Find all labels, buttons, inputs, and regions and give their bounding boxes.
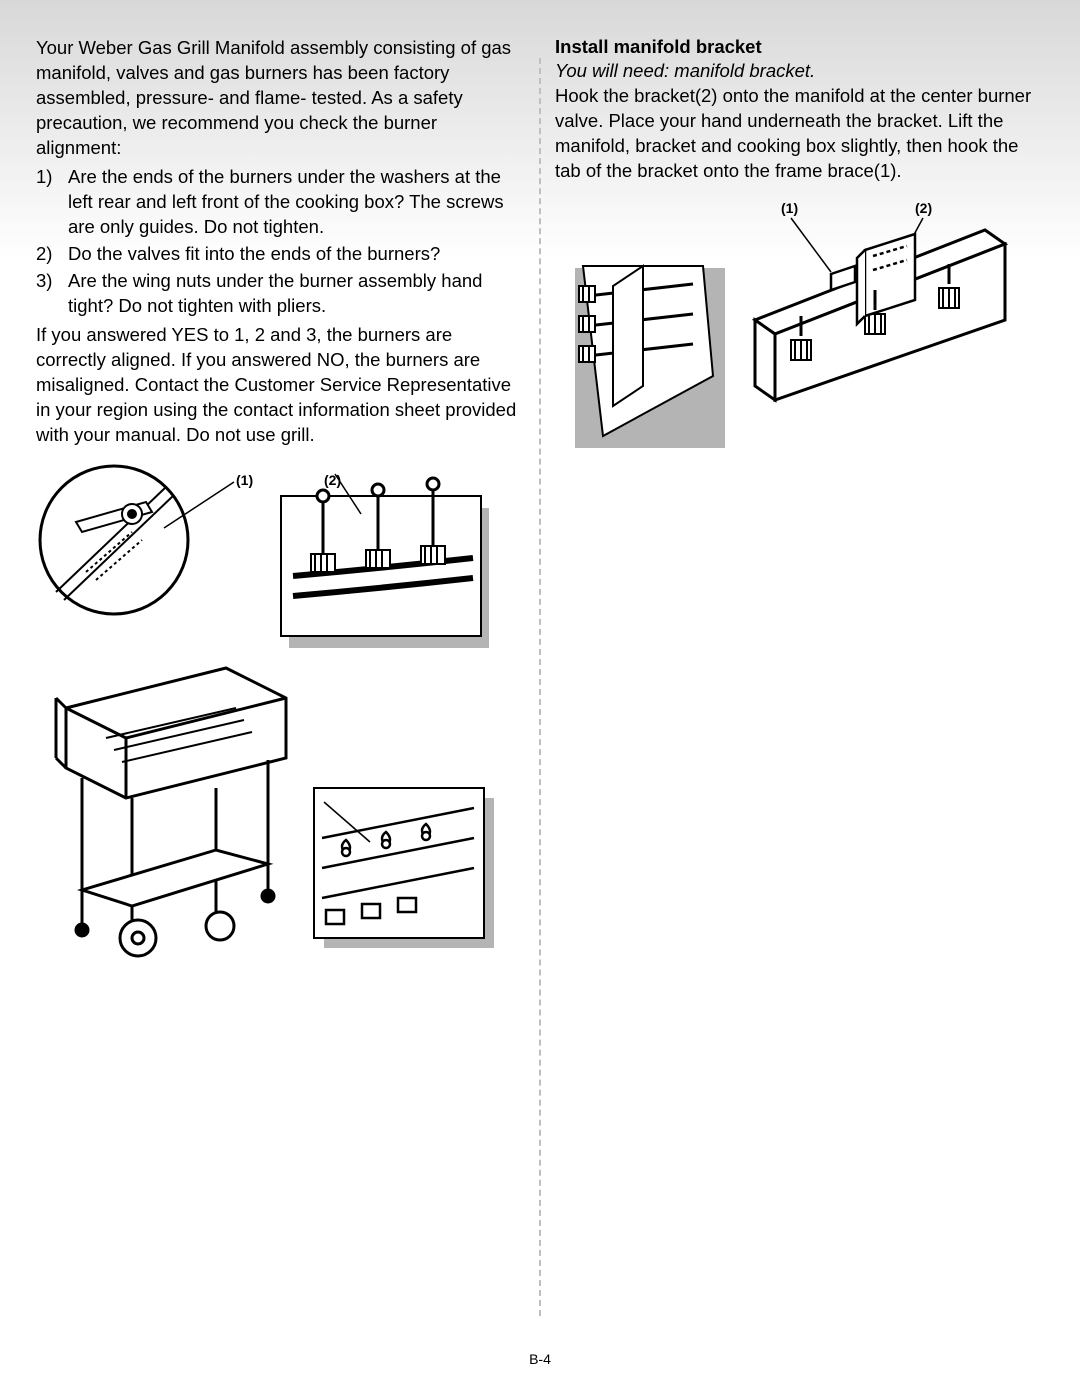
right-column: Install manifold bracket You will need: …: [555, 36, 1044, 1316]
list-number: 3): [36, 269, 68, 319]
page-number: B-4: [0, 1351, 1080, 1367]
diagram-bracket-side: [555, 240, 730, 460]
list-number: 1): [36, 165, 68, 240]
list-item: 1) Are the ends of the burners under the…: [36, 165, 525, 240]
list-text: Are the ends of the burners under the wa…: [68, 165, 525, 240]
list-text: Are the wing nuts under the burner assem…: [68, 269, 525, 319]
you-will-need: You will need: manifold bracket.: [555, 60, 1044, 82]
page: Your Weber Gas Grill Manifold assembly c…: [0, 0, 1080, 1397]
two-column-layout: Your Weber Gas Grill Manifold assembly c…: [36, 36, 1044, 1316]
leader-line-icon: [156, 476, 246, 536]
steps-paragraph: Hook the bracket(2) onto the manifold at…: [555, 84, 1044, 184]
diagram-bracket-hook: (1) (2): [745, 200, 1035, 460]
column-divider: [539, 58, 541, 1316]
list-number: 2): [36, 242, 68, 267]
check-list: 1) Are the ends of the burners under the…: [36, 165, 525, 319]
left-column: Your Weber Gas Grill Manifold assembly c…: [36, 36, 525, 1316]
list-item: 3) Are the wing nuts under the burner as…: [36, 269, 525, 319]
callout-2: (2): [915, 200, 932, 216]
section-heading: Install manifold bracket: [555, 36, 1044, 58]
list-text: Do the valves fit into the ends of the b…: [68, 242, 525, 267]
outro-paragraph: If you answered YES to 1, 2 and 3, the b…: [36, 323, 525, 448]
intro-paragraph: Your Weber Gas Grill Manifold assembly c…: [36, 36, 525, 161]
burner-alignment-figure: (1) (2) (3): [36, 462, 525, 942]
diagram-valves-closeup: [271, 468, 501, 658]
list-item: 2) Do the valves fit into the ends of th…: [36, 242, 525, 267]
diagram-cart-assembly: [36, 638, 516, 958]
callout-1: (1): [781, 200, 798, 216]
bracket-figure: (1) (2): [555, 200, 1044, 480]
